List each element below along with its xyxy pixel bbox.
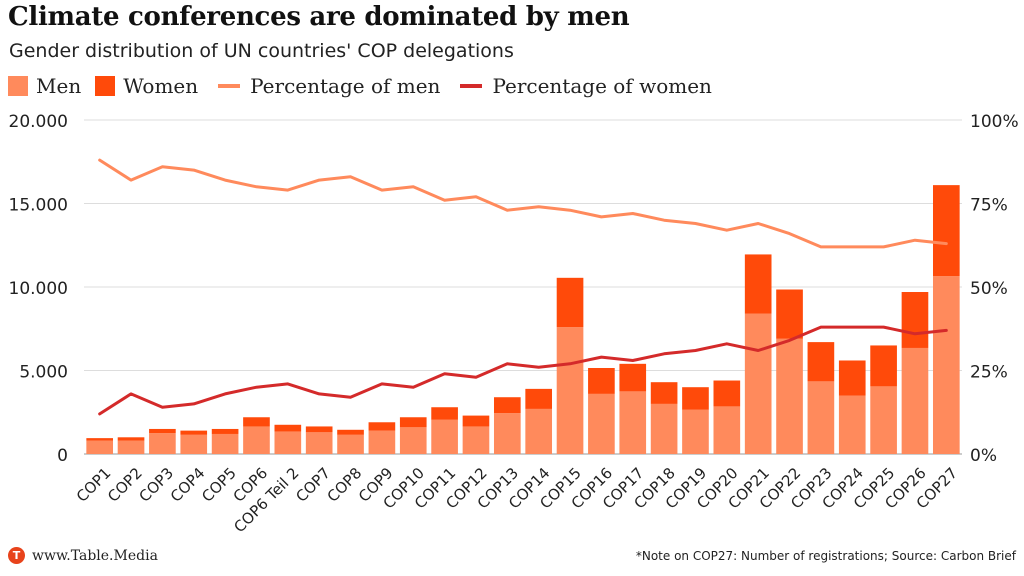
bar-women [493,397,521,414]
legend-item-women: Women [95,74,198,98]
bar-women [525,388,553,409]
footer-site-link[interactable]: www.Table.Media [32,547,158,564]
bar-women [149,428,176,434]
bar-men [650,403,678,454]
bar-women [588,367,615,394]
bar-women [807,342,835,382]
chart-legend: Men Women Percentage of men Percentage o… [8,72,726,100]
bar-men [431,419,458,454]
bar-women [243,417,270,427]
y-right-tick-label: 75% [970,196,1008,216]
bar-men [305,432,333,454]
y-left-tick-label: 10.000 [9,279,68,299]
bar-women [713,380,741,407]
bar-women [901,292,929,348]
x-tick-label: COP2 [104,464,146,506]
legend-swatch-men [8,76,28,96]
y-left-tick-label: 15.000 [9,196,68,216]
bar-women [399,417,427,428]
bar-women [650,382,678,404]
legend-item-pct-men: Percentage of men [212,74,440,98]
x-tick-label: COP1 [73,464,115,506]
bar-women [431,407,458,420]
bar-women [211,428,239,434]
y-right-tick-label: 50% [970,279,1008,299]
bar-women [305,426,333,433]
line-percentage-women [98,325,948,416]
y-right-tick-label: 25% [970,363,1008,383]
legend-swatch-pct-women [460,84,483,88]
y-left-tick-label: 20.000 [9,112,68,132]
y-left-tick-label: 5.000 [19,363,68,383]
bar-men [713,406,741,454]
bar-men [337,434,364,454]
bar-men [117,440,145,454]
footer-brand: T www.Table.Media [8,547,158,564]
bar-women [619,363,647,392]
x-tick-label: COP8 [324,464,366,506]
legend-label-women: Women [123,74,199,98]
y-right-tick-label: 0% [970,446,997,466]
x-tick-label: COP4 [167,464,209,506]
bar-men [211,433,239,454]
bar-men [870,386,897,454]
footer-note: *Note on COP27: Number of registrations;… [635,549,1016,563]
bar-men [619,391,647,454]
bar-women [556,277,584,328]
chart-subtitle: Gender distribution of UN countries' COP… [9,40,514,62]
bar-women [337,429,364,435]
y-right-tick-label: 100% [970,112,1019,132]
line-percentage-men [98,158,948,249]
legend-swatch-women [95,76,116,96]
bar-women [274,424,302,432]
bar-men [901,347,929,454]
bar-women [462,415,490,427]
bar-women [932,185,960,277]
x-tick-label: COP7 [292,464,334,506]
bar-women [117,437,145,441]
bar-women [368,422,396,431]
table-media-logo-icon: T [8,547,25,564]
bar-men [682,409,709,454]
bar-men [368,430,396,454]
bar-men [776,338,803,454]
bar-men [556,327,584,454]
legend-label-pct-men: Percentage of men [250,74,441,98]
bar-men [399,427,427,454]
x-tick-label: COP5 [198,464,240,506]
bar-men [274,431,302,454]
legend-item-pct-women: Percentage of women [454,74,712,98]
x-tick-label: COP3 [136,464,178,506]
bar-men [932,276,960,454]
bar-men [525,408,553,454]
bar-men [838,395,866,454]
bar-men [243,426,270,454]
bar-men [180,434,208,454]
bar-women [776,289,803,339]
bar-women [86,438,114,441]
bar-women [838,360,866,396]
bar-women [744,254,772,314]
bar-men [149,433,176,454]
bar-women [870,345,897,387]
legend-item-men: Men [8,74,81,98]
bar-men [493,413,521,454]
bar-women [682,387,709,410]
bar-men [86,440,114,454]
bar-men [588,393,615,454]
bar-men [744,313,772,454]
legend-label-men: Men [36,74,82,98]
legend-swatch-pct-men [218,84,241,88]
chart-title: Climate conferences are dominated by men [8,2,630,32]
bar-men [807,381,835,454]
bar-women [180,430,208,435]
legend-label-pct-women: Percentage of women [492,74,712,98]
y-left-tick-label: 0 [57,446,68,466]
bar-men [462,426,490,454]
